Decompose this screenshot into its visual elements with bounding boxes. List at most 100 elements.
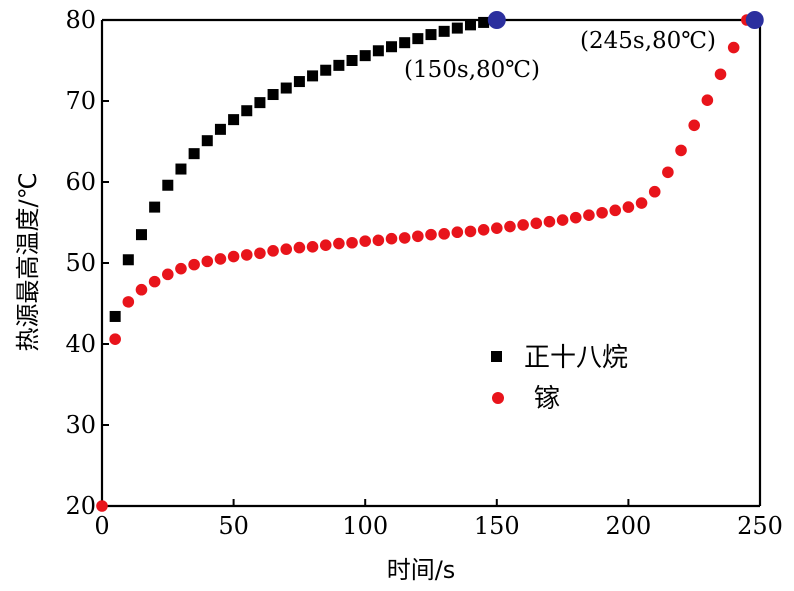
x-axis-ticks: 0 50 100 150 200 250 [94,499,783,540]
y-tick-label: 60 [65,168,96,196]
data-point-series-0 [175,163,187,175]
legend-marker-square [491,351,502,362]
data-point-series-1 [122,296,135,308]
data-point-series-0 [280,82,292,94]
y-tick-label: 20 [65,492,96,520]
data-point-series-0 [162,179,174,191]
data-point-series-0 [478,16,490,28]
data-point-series-0 [412,33,424,45]
x-tick-label: 150 [474,512,520,540]
data-point-series-0 [122,254,134,266]
data-point-series-1 [727,41,740,54]
data-point-series-1 [477,223,490,236]
data-point-series-0 [293,76,305,88]
data-point-series-1 [438,228,450,240]
highlight-annotation: (150s,80℃) [404,57,540,83]
legend-marker-circle [492,392,504,404]
data-point-series-0 [109,310,121,322]
x-tick-label: 200 [605,512,651,540]
data-point-series-1 [556,214,569,226]
y-tick-label: 40 [65,330,96,358]
data-point-series-0 [372,45,384,57]
data-point-series-0 [307,70,319,82]
y-tick-label: 30 [65,411,96,439]
data-point-series-1 [293,241,306,254]
data-point-series-1 [622,201,635,213]
data-point-series-1 [425,228,437,241]
data-point-series-1 [346,236,358,249]
data-point-series-1 [148,275,161,288]
data-point-series-1 [254,247,266,260]
data-point-series-0 [320,64,332,76]
data-point-series-1 [583,209,595,222]
data-point-series-1 [635,197,648,209]
data-point-series-0 [241,105,253,117]
data-point-series-0 [346,55,358,66]
data-point-series-0 [267,89,279,101]
data-point-series-1 [280,243,293,256]
x-axis-title: 时间/s [387,556,456,584]
data-point-series-1 [569,211,582,224]
highlight-layer: (150s,80℃) (245s,80℃) [404,11,764,83]
data-point-series-0 [201,135,213,147]
highlight-point [745,11,764,29]
data-point-series-1 [201,255,214,268]
data-point-series-0 [386,41,398,53]
data-point-series-1 [701,94,714,106]
data-point-series-1 [398,232,411,244]
data-point-series-1 [188,258,200,271]
data-point-series-1 [530,217,543,230]
data-point-series-0 [438,25,450,37]
series-layer [96,14,753,512]
data-point-series-1 [372,234,385,247]
data-point-series-0 [451,22,463,34]
data-point-series-0 [399,37,411,49]
data-point-series-1 [464,225,477,238]
data-point-series-1 [543,215,556,228]
data-point-series-0 [254,97,266,109]
data-point-series-1 [491,222,503,234]
data-point-series-0 [425,29,437,41]
data-point-series-1 [306,241,319,253]
data-point-series-1 [214,253,227,265]
y-tick-label: 80 [65,6,96,34]
data-point-series-1 [714,68,727,81]
highlight-point [487,11,506,29]
x-tick-label: 0 [94,512,109,540]
data-point-series-1 [96,500,108,512]
data-point-series-1 [517,219,529,231]
data-point-series-0 [464,19,476,31]
highlight-annotation: (245s,80℃) [580,28,716,54]
data-point-series-1 [359,235,372,247]
data-point-series-1 [504,220,516,233]
data-point-series-0 [228,114,240,126]
data-point-series-1 [662,166,674,179]
data-point-series-1 [688,119,700,132]
legend-label-series-1: 镓 [534,384,560,414]
x-tick-label: 250 [737,512,783,540]
legend-label-series-0: 正十八烷 [524,343,628,373]
data-point-series-1 [319,239,332,251]
data-point-series-0 [214,123,226,135]
data-point-series-0 [149,201,161,213]
legend: 正十八烷 镓 [491,343,628,414]
data-point-series-1 [451,226,464,239]
y-tick-label: 50 [65,249,96,277]
data-point-series-1 [267,245,279,257]
data-point-series-1 [135,283,148,296]
data-point-series-1 [596,206,608,219]
data-point-series-1 [175,262,187,275]
data-point-series-1 [227,250,240,263]
data-point-series-0 [135,229,147,241]
data-point-series-1 [240,249,253,261]
y-axis-title: 热源最高温度/℃ [14,172,42,351]
data-point-series-1 [609,204,622,217]
data-point-series-1 [675,144,687,157]
x-tick-label: 50 [218,512,249,540]
data-point-series-1 [412,230,424,243]
data-point-series-0 [188,148,200,160]
data-point-series-0 [333,59,345,71]
data-point-series-1 [109,333,121,345]
data-point-series-1 [648,185,661,198]
